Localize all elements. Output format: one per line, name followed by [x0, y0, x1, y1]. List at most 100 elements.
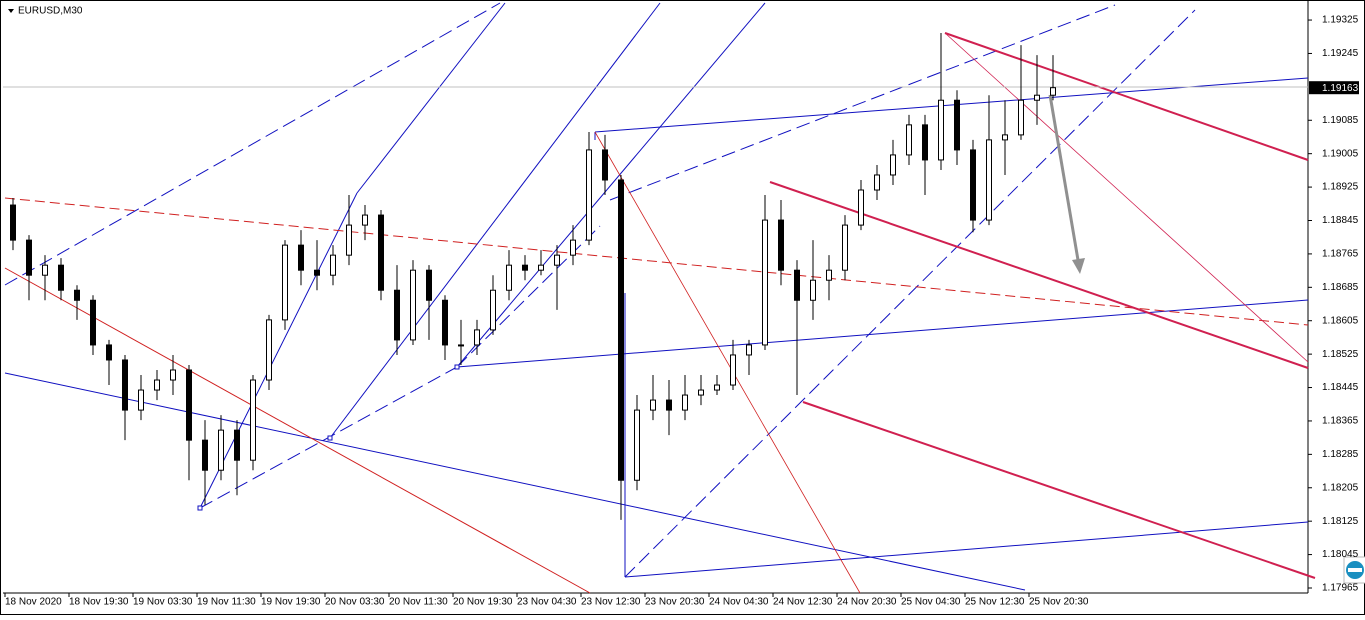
- candle-body: [810, 279, 816, 301]
- candle-body: [666, 399, 672, 411]
- anchor-point: [327, 435, 333, 441]
- candle-body: [282, 244, 288, 321]
- y-tick-label: 1.18525: [1322, 349, 1359, 360]
- trendline: [456, 2, 766, 368]
- candle-body: [74, 289, 80, 301]
- trendline: [329, 2, 661, 439]
- candle-body: [970, 149, 976, 221]
- x-tick-label: 23 Nov 04:30: [517, 597, 577, 608]
- y-tick-label: 1.18605: [1322, 315, 1359, 326]
- candle-body: [106, 344, 112, 361]
- x-tick-label: 18 Nov 2020: [5, 597, 62, 608]
- candle-body: [506, 264, 512, 291]
- candle-body: [90, 299, 96, 346]
- x-tick-label: 24 Nov 12:30: [773, 597, 833, 608]
- y-tick-label: 1.19325: [1322, 15, 1359, 26]
- candle-body: [378, 214, 384, 291]
- dashed-line: [4, 2, 501, 286]
- candle-body: [954, 99, 960, 151]
- candle-body: [762, 219, 768, 346]
- candle-body: [314, 269, 320, 276]
- candle-body: [682, 394, 688, 411]
- symbol-menu-icon: [8, 9, 14, 13]
- candle-body: [554, 254, 560, 266]
- candle-body: [490, 289, 496, 331]
- trendline: [4, 372, 1026, 591]
- candle-body: [154, 379, 160, 391]
- candle-body: [618, 179, 624, 481]
- candle-body: [458, 344, 464, 347]
- x-tick-label: 25 Nov 20:30: [1029, 597, 1089, 608]
- candle-body: [362, 214, 368, 226]
- last-price: 1.19163: [1322, 83, 1359, 94]
- candle-body: [138, 389, 144, 411]
- candle-body: [426, 269, 432, 301]
- y-tick-label: 1.18765: [1322, 249, 1359, 260]
- channel-line: [944, 32, 1309, 161]
- candle-body: [122, 359, 128, 411]
- trendline: [356, 2, 506, 194]
- price-box: [1309, 81, 1359, 95]
- x-tick-label: 23 Nov 20:30: [645, 597, 705, 608]
- candle-body: [538, 264, 544, 271]
- x-tick-label: 25 Nov 04:30: [901, 597, 961, 608]
- x-tick-label: 19 Nov 03:30: [133, 597, 193, 608]
- candle-body: [346, 224, 352, 256]
- dashed-line: [4, 197, 1309, 326]
- candle-body: [826, 269, 832, 281]
- y-tick-label: 1.18045: [1322, 549, 1359, 560]
- candle-body: [906, 124, 912, 156]
- candle-body: [746, 344, 752, 356]
- candle-body: [250, 379, 256, 461]
- candle-body: [394, 289, 400, 341]
- y-tick-label: 1.19005: [1322, 148, 1359, 159]
- y-tick-label: 1.18845: [1322, 215, 1359, 226]
- candle-body: [570, 239, 576, 256]
- anchor-point: [197, 505, 203, 511]
- x-tick-label: 25 Nov 12:30: [965, 597, 1025, 608]
- candles: [10, 32, 1056, 520]
- x-tick-label: 20 Nov 19:30: [453, 597, 513, 608]
- arrow-head: [1072, 258, 1085, 274]
- y-tick-label: 1.18125: [1322, 516, 1359, 527]
- candle-body: [778, 219, 784, 271]
- candle-body: [474, 329, 480, 346]
- y-tick-label: 1.18285: [1322, 449, 1359, 460]
- candle-body: [922, 124, 928, 161]
- candle-body: [522, 264, 528, 271]
- y-tick-label: 1.18925: [1322, 182, 1359, 193]
- x-tick-label: 20 Nov 11:30: [389, 597, 448, 608]
- candle-body: [890, 154, 896, 176]
- candle-body: [730, 354, 736, 386]
- scroll-button[interactable]: [1343, 556, 1365, 584]
- x-tick-label: 24 Nov 04:30: [709, 597, 769, 608]
- y-tick-label: 1.18365: [1322, 416, 1359, 427]
- candle-body: [714, 384, 720, 391]
- y-tick-label: 1.17965: [1322, 583, 1359, 594]
- candle-body: [858, 189, 864, 226]
- candle-body: [602, 149, 608, 181]
- candle-body: [698, 389, 704, 396]
- trendline: [594, 131, 861, 594]
- candle-body: [170, 369, 176, 381]
- y-tick-label: 1.19085: [1322, 115, 1359, 126]
- candle-body: [586, 149, 592, 241]
- dashed-line: [624, 9, 1196, 578]
- candle-body: [1002, 134, 1008, 141]
- candle-body: [442, 299, 448, 346]
- candle-body: [330, 254, 336, 276]
- candle-body: [218, 429, 224, 471]
- chart-title: EURUSD,M30: [18, 6, 83, 17]
- y-tick-label: 1.18685: [1322, 282, 1359, 293]
- candle-body: [938, 99, 944, 161]
- y-tick-label: 1.18445: [1322, 382, 1359, 393]
- candle-body: [634, 409, 640, 481]
- arrow: [1048, 94, 1080, 261]
- candle-body: [874, 174, 880, 191]
- button-glyph: [1348, 568, 1362, 572]
- channel-line: [802, 401, 1316, 579]
- candle-body: [58, 264, 64, 291]
